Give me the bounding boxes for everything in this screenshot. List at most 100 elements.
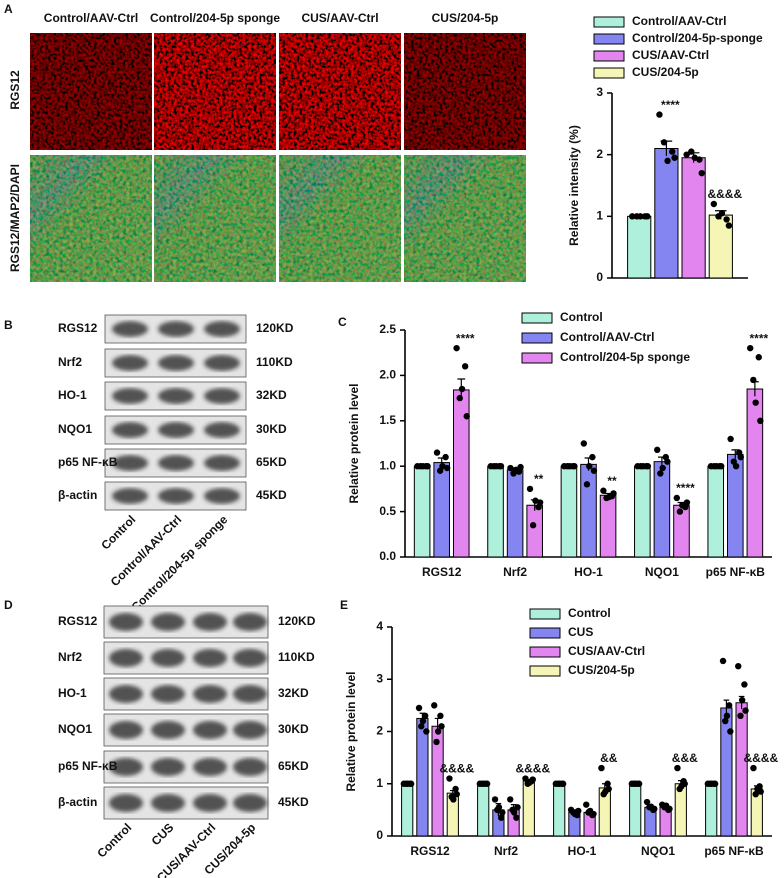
data-point <box>589 453 596 461</box>
protein-label: β-actin <box>58 488 97 502</box>
lane-label: CUS <box>149 820 177 848</box>
blot-band <box>151 613 185 631</box>
protein-label: Nrf2 <box>58 355 82 369</box>
size-label: 32KD <box>256 388 287 402</box>
data-point <box>499 809 506 816</box>
data-point <box>683 151 690 158</box>
legend-label: CUS/204-5p <box>568 663 635 677</box>
y-tick-label: 3 <box>596 85 603 99</box>
data-point <box>498 814 505 821</box>
data-point <box>517 463 524 471</box>
bar <box>720 707 733 837</box>
data-point <box>757 417 764 424</box>
data-point <box>458 385 466 393</box>
blot-band <box>151 758 185 776</box>
x-tick-label: p65 NF-κB <box>704 844 764 858</box>
size-label: 65KD <box>278 759 309 773</box>
data-point <box>439 463 446 470</box>
column-title: CUS/204-5p <box>432 11 499 25</box>
data-point <box>450 796 457 803</box>
data-point <box>664 458 671 465</box>
data-point <box>654 446 661 454</box>
data-point <box>727 728 734 735</box>
data-point <box>513 814 520 821</box>
bar <box>401 783 414 837</box>
data-point <box>755 354 762 361</box>
legend-label: Control/204-5p-sponge <box>632 31 763 45</box>
legend-label: Control <box>568 606 611 620</box>
significance-label: &&&& <box>707 187 742 201</box>
micro-image-merge-texture <box>279 155 401 282</box>
significance-label: &&&& <box>515 762 550 776</box>
bar <box>629 783 642 837</box>
data-point <box>671 154 678 161</box>
data-point <box>556 780 563 787</box>
legend-swatch <box>529 627 561 639</box>
micro-image-red-texture <box>279 33 401 150</box>
data-point <box>497 463 505 470</box>
data-point <box>532 497 539 504</box>
y-axis-title: Relative protein level <box>344 671 358 791</box>
legend-swatch <box>521 332 553 344</box>
blot-band <box>112 388 148 404</box>
blot-band <box>109 649 143 667</box>
data-point <box>732 463 740 470</box>
bar <box>413 465 431 558</box>
data-point <box>424 463 431 470</box>
legend-label: Control/AAV-Ctrl <box>632 14 726 28</box>
protein-label: β-actin <box>58 795 97 809</box>
panel-letter: B <box>4 318 13 332</box>
blot-band <box>158 455 194 471</box>
size-label: 30KD <box>256 422 287 436</box>
data-point <box>643 798 651 806</box>
data-point <box>752 399 759 406</box>
blot-band <box>158 488 194 504</box>
blot-band <box>151 649 185 667</box>
data-point <box>747 344 754 352</box>
protein-label: RGS12 <box>58 321 98 335</box>
protein-label: HO-1 <box>58 686 87 700</box>
micro-image-red-texture <box>404 33 526 150</box>
data-point <box>691 154 698 161</box>
bar <box>526 504 543 558</box>
significance-label: **** <box>750 331 769 345</box>
data-point <box>514 804 521 811</box>
data-point <box>657 470 664 477</box>
data-point <box>580 440 588 447</box>
data-point <box>752 791 759 798</box>
data-point <box>438 723 445 730</box>
bar <box>433 462 450 558</box>
data-point <box>660 139 668 146</box>
blot-band <box>151 685 185 703</box>
data-point <box>526 485 534 493</box>
size-label: 45KD <box>278 795 309 809</box>
data-point <box>722 717 729 725</box>
data-point <box>688 148 695 155</box>
lane-label: Control <box>94 820 134 860</box>
data-point <box>442 453 449 461</box>
data-point <box>698 169 705 177</box>
panel-letter: D <box>4 598 13 612</box>
legend-label: Control/204-5p sponge <box>560 350 690 364</box>
legend-swatch <box>529 646 561 658</box>
lane-label: Control <box>98 512 138 552</box>
data-point <box>676 508 684 515</box>
significance-label: ** <box>534 472 544 486</box>
data-point <box>708 780 715 787</box>
data-point <box>453 791 460 798</box>
data-point <box>404 780 411 787</box>
x-tick-label: NQO1 <box>641 844 675 858</box>
data-point <box>598 764 605 772</box>
blot-band <box>112 488 148 504</box>
size-label: 120KD <box>278 614 316 628</box>
significance-label: **** <box>661 98 680 112</box>
data-point <box>656 111 663 118</box>
x-tick-label: NQO1 <box>645 565 679 579</box>
blot-band <box>204 422 240 438</box>
bar <box>553 783 566 837</box>
data-point <box>719 657 727 665</box>
data-point <box>629 213 636 220</box>
data-point <box>727 435 734 443</box>
data-point <box>632 780 639 787</box>
